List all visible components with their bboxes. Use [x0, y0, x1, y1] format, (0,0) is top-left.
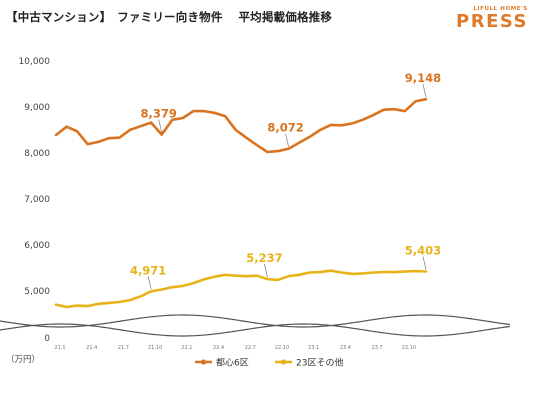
annotation-leader: [285, 133, 289, 147]
axis-break: [0, 314, 511, 337]
legend-label: 23区その他: [296, 357, 343, 369]
x-tick-label: 22.4: [213, 345, 224, 351]
legend: 都心6区 23区その他: [195, 357, 343, 369]
annotation-leader: [422, 84, 427, 98]
plot-area: [54, 97, 428, 309]
y-axis: 10,000 9,000 8,000 7,000 6,000 5,000 0 （万円）: [6, 57, 50, 365]
series-line-2: [54, 269, 428, 309]
legend-label: 都心6区: [216, 358, 249, 369]
break-wave-upper: [0, 314, 511, 328]
legend-marker: [280, 359, 287, 365]
y-tick-label: 10,000: [19, 57, 51, 67]
data-label: 4,971: [130, 263, 166, 277]
y-tick-label: 6,000: [24, 241, 50, 251]
data-label: 8,379: [141, 107, 177, 121]
y-tick-label: 9,000: [24, 103, 50, 113]
x-tick-label: 22.10: [275, 345, 289, 351]
annotation-leader: [147, 276, 152, 290]
x-tick-label: 23.7: [372, 345, 383, 351]
series-line-1: [54, 97, 428, 154]
y-tick-label: 7,000: [24, 195, 50, 205]
annotation-leader: [264, 264, 268, 278]
y-tick-label: 8,000: [24, 149, 50, 159]
brand-logo: LIFULL HOME'S PRESS: [456, 6, 528, 31]
x-tick-label: 21.4: [86, 345, 97, 351]
brand-logo-top: LIFULL HOME'S: [473, 6, 528, 12]
data-label: 5,403: [405, 243, 441, 257]
data-label: 9,148: [405, 71, 441, 85]
brand-logo-main: PRESS: [456, 11, 528, 32]
x-tick-label: 22.1: [181, 345, 192, 351]
x-tick-label: 21.10: [148, 345, 162, 351]
x-tick-label: 23.4: [340, 345, 351, 351]
break-wave-lower: [0, 323, 511, 337]
x-axis: 21.1 21.4 21.7 21.10 22.1 22.4 22.7 22.10 23.1 23…: [54, 345, 416, 351]
x-tick-label: 23.10: [402, 345, 416, 351]
data-label: 8,072: [267, 121, 303, 135]
x-tick-label: 23.1: [308, 345, 319, 351]
y-tick-label: 0: [44, 334, 50, 344]
annotation-leader: [158, 119, 163, 133]
y-tick-label: 5,000: [24, 287, 50, 297]
legend-marker: [200, 359, 207, 365]
y-axis-label: （万円）: [6, 354, 40, 365]
data-label: 5,237: [246, 251, 282, 265]
x-tick-label: 21.1: [54, 345, 65, 351]
annotation-leader: [422, 256, 427, 270]
chart-title: 【中古マンション】 ファミリー向き物件 平均掲載価格推移: [6, 10, 333, 24]
annotations: 8,379 8,072 9,148 4,971 5,237 5,403: [130, 71, 441, 290]
x-tick-label: 21.7: [118, 345, 129, 351]
x-tick-label: 22.7: [245, 345, 256, 351]
